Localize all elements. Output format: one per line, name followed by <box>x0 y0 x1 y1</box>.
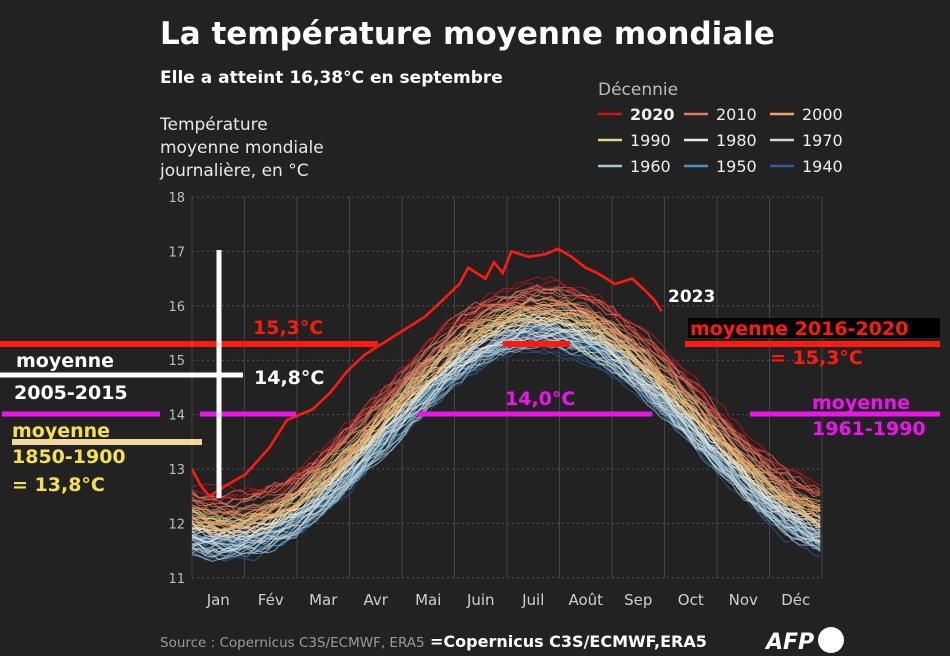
y-axis: 11 12 13 14 15 16 17 18 <box>168 191 185 587</box>
x-tick-Avr: Avr <box>364 591 389 609</box>
overlay-annotations: 15,3°C 14,8°C 14,0°C moyenne 2005-2015 m… <box>0 250 940 498</box>
y-tick-16: 16 <box>168 300 185 315</box>
series-2000-year-8 <box>191 318 821 531</box>
legend-label-2000: 2000 <box>802 105 843 124</box>
y-tick-14: 14 <box>168 409 185 424</box>
source-text: Source : Copernicus C3S/ECMWF, ERA5 <box>160 635 425 651</box>
x-tick-Oct: Oct <box>678 591 704 609</box>
legend-label-1960: 1960 <box>630 157 671 176</box>
y-tick-15: 15 <box>168 354 185 369</box>
x-tick-Nov: Nov <box>729 591 758 609</box>
series-2023-line <box>190 247 663 498</box>
label-2016-2020-line-1: moyenne 2016-2020 <box>690 318 908 340</box>
label-1850-1900-line-2: 1850-1900 <box>12 446 126 468</box>
label-14-8: 14,8°C <box>254 367 324 389</box>
label-2016-2020-line-2: = 15,3°C <box>770 347 863 369</box>
label-2016-2020-background <box>688 318 940 338</box>
x-tick-Fév: Fév <box>258 591 284 609</box>
series-1960-year-9 <box>191 339 821 558</box>
legend: 2020 2010 2000 1990 1980 1970 1960 1950 1940 <box>598 105 843 176</box>
series-2000-year-2 <box>191 306 821 529</box>
legend-label-1980: 1980 <box>716 131 757 150</box>
label-2023: 2023 <box>668 287 715 307</box>
legend-label-2010: 2010 <box>716 105 757 124</box>
y-label-line-2: moyenne mondiale <box>160 138 324 158</box>
label-15-3: 15,3°C <box>253 317 323 339</box>
series-1940-year-1 <box>191 327 821 550</box>
x-tick-Juil: Juil <box>521 591 544 609</box>
x-tick-Août: Août <box>568 591 603 609</box>
label-2005-2015-line-1: moyenne <box>16 350 114 372</box>
y-tick-18: 18 <box>168 191 185 206</box>
chart-subtitle: Elle a atteint 16,38°C en septembre <box>160 68 503 88</box>
label-14-0: 14,0°C <box>505 388 575 410</box>
legend-label-1950: 1950 <box>716 157 757 176</box>
y-tick-13: 13 <box>168 463 185 478</box>
y-tick-17: 17 <box>168 245 185 260</box>
x-tick-Déc: Déc <box>781 591 810 609</box>
chart-title: La température moyenne mondiale <box>160 16 775 52</box>
label-2005-2015-line-2: 2005-2015 <box>14 382 128 404</box>
series-2000-year-7 <box>191 306 821 532</box>
svg-text:AFP: AFP <box>764 630 814 655</box>
label-1850-1900-line-1: moyenne <box>12 420 110 442</box>
x-axis: Jan Fév Mar Avr Mai Juin Juil Août Sep Oct Nov Déc <box>206 591 811 609</box>
x-tick-Juin: Juin <box>466 591 495 609</box>
series-2000-year-9 <box>191 307 821 529</box>
legend-label-2020: 2020 <box>630 105 675 124</box>
source-overlay-text: =Copernicus C3S/ECMWF,ERA5 <box>430 632 707 651</box>
series-2020-year-1 <box>191 275 821 493</box>
series-2020-year-2 <box>191 285 821 502</box>
series-2010-year-6 <box>191 294 821 514</box>
legend-label-1970: 1970 <box>802 131 843 150</box>
x-tick-Mai: Mai <box>415 591 441 609</box>
afp-logo: AFP <box>764 627 844 655</box>
series-1980-year-9 <box>191 321 821 538</box>
x-tick-Sep: Sep <box>624 591 652 609</box>
series-1970-year-3 <box>191 334 821 553</box>
legend-label-1990: 1990 <box>630 131 671 150</box>
y-tick-12: 12 <box>168 517 185 532</box>
series-1960-year-7 <box>191 340 821 555</box>
series-2010-year-4 <box>191 301 821 517</box>
series-2000-year-4 <box>191 307 821 526</box>
series-2020-year-0 <box>191 279 821 504</box>
label-1961-1990-line-1: moyenne <box>812 392 910 414</box>
label-1961-1990-line-2: 1961-1990 <box>812 418 926 440</box>
series-1960-year-0 <box>191 340 821 555</box>
legend-label-1940: 1940 <box>802 157 843 176</box>
x-tick-Jan: Jan <box>206 591 230 609</box>
y-label-line-1: Température <box>159 115 268 135</box>
x-tick-Mar: Mar <box>309 591 338 609</box>
series-2010-year-3 <box>191 285 821 503</box>
y-label-line-3: journalière, en °C <box>159 161 309 181</box>
legend-title: Décennie <box>598 80 678 100</box>
y-tick-11: 11 <box>168 572 185 587</box>
label-1850-1900-line-3: = 13,8°C <box>12 474 105 496</box>
